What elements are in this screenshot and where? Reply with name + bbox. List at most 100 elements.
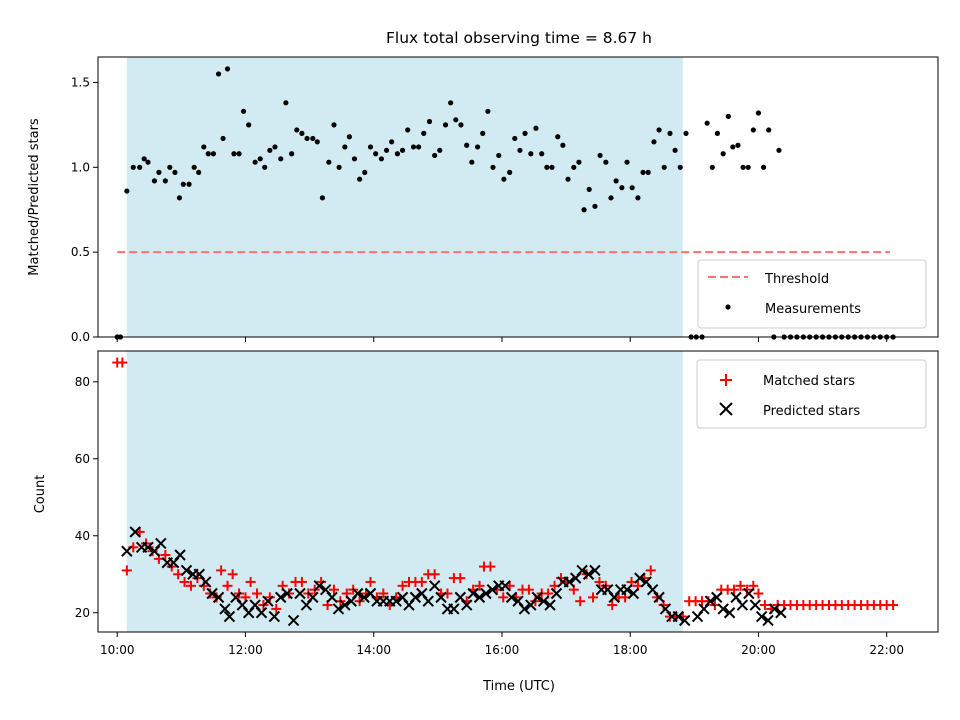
predicted-star-point xyxy=(200,576,212,588)
bottom-y-axis-label: Count xyxy=(33,475,48,514)
measurement-point xyxy=(709,164,715,170)
matched-star-point xyxy=(485,561,496,572)
predicted-star-point xyxy=(653,591,665,604)
measurement-point xyxy=(331,122,337,128)
predicted-star-point xyxy=(473,591,486,604)
matched-star-point xyxy=(328,584,339,595)
measurement-point xyxy=(656,127,662,133)
predicted-star-point xyxy=(711,591,723,604)
matched-star-point xyxy=(753,588,764,599)
matched-star-point xyxy=(185,580,196,591)
matched-star-point xyxy=(271,603,282,614)
threshold-legend-label: Threshold xyxy=(764,272,829,287)
measurement-point xyxy=(156,169,162,175)
measurement-point xyxy=(167,164,173,170)
measurement-point xyxy=(231,151,237,157)
predicted-star-point xyxy=(223,610,236,623)
measurement-point xyxy=(496,152,502,159)
predicted-star-point xyxy=(351,587,364,600)
predicted-star-point xyxy=(723,607,736,619)
predicted-star-point xyxy=(339,599,351,611)
measurement-point xyxy=(683,130,689,136)
matched-star-point xyxy=(735,580,746,591)
predicted-star-point xyxy=(307,591,319,604)
measurement-point xyxy=(485,108,491,114)
measurement-point xyxy=(565,176,571,182)
predicted-star-point xyxy=(448,603,460,615)
predicted-star-point xyxy=(499,580,511,592)
measurement-point xyxy=(399,147,406,153)
bottom-y-tick-label: 20 xyxy=(75,606,90,620)
matched-star-point xyxy=(222,580,233,591)
measurement-point xyxy=(426,118,433,125)
matched-star-point xyxy=(296,576,307,587)
measurement-point xyxy=(458,122,464,128)
measurement-point xyxy=(667,130,673,136)
predicted-star-point xyxy=(755,610,768,623)
top-legend: Threshold Measurements xyxy=(697,259,927,329)
measurement-point xyxy=(351,156,358,162)
predicted-star-point xyxy=(174,549,186,561)
matched-star-point xyxy=(759,600,770,611)
measurement-point xyxy=(378,156,385,162)
measurement-point xyxy=(421,130,427,136)
predicted-star-point xyxy=(275,591,287,604)
measurement-point xyxy=(501,176,507,182)
predicted-star-point xyxy=(563,576,576,588)
measurement-point xyxy=(326,159,332,165)
predicted-star-point xyxy=(332,603,345,615)
measurement-point xyxy=(560,142,566,148)
top-shaded-region xyxy=(126,57,683,337)
measurement-point xyxy=(720,151,726,157)
measurement-point xyxy=(294,127,300,133)
measurement-point xyxy=(672,147,678,153)
predicted-star-point xyxy=(390,595,402,607)
measurement-point xyxy=(289,151,295,157)
top-legend-box xyxy=(697,259,927,329)
matched-star-point xyxy=(523,584,534,595)
top-y-axis: 0.0 0.5 1.0 1.5 xyxy=(71,75,98,344)
matched-star-point xyxy=(117,357,128,368)
measurement-point xyxy=(760,164,767,170)
measurement-point xyxy=(608,195,614,201)
measurement-point xyxy=(272,144,278,150)
predicted-star-point xyxy=(219,603,231,615)
measurement-point xyxy=(252,159,258,165)
top-y-tick-label: 0.0 xyxy=(71,330,90,344)
measurement-point xyxy=(528,151,534,157)
top-panel: 0.0 0.5 1.0 1.5 Matched/Predicted stars Thr… xyxy=(27,56,939,344)
measurement-point xyxy=(464,142,470,148)
predicted-star-point xyxy=(155,537,167,550)
predicted-legend-label: Predicted stars xyxy=(763,404,860,419)
bottom-y-tick-label: 80 xyxy=(75,375,90,389)
measurement-point xyxy=(240,108,247,114)
measurement-point xyxy=(539,151,545,157)
measurement-point xyxy=(201,144,207,150)
measurement-point xyxy=(310,135,316,142)
predicted-star-point xyxy=(582,568,595,580)
measurement-point xyxy=(267,147,273,153)
predicted-star-point xyxy=(268,610,281,623)
matched-legend-swatch xyxy=(720,374,732,386)
measurement-point xyxy=(533,125,539,131)
top-y-axis-label: Matched/Predicted stars xyxy=(27,118,42,276)
measurement-point xyxy=(581,207,587,213)
x-axis-label: Time (UTC) xyxy=(482,679,555,694)
measurement-point xyxy=(283,100,289,106)
measurement-point xyxy=(544,164,550,170)
predicted-star-point xyxy=(486,583,499,596)
predicted-star-point xyxy=(589,564,601,577)
matched-star-point xyxy=(645,565,656,576)
measurement-point xyxy=(257,156,263,162)
bottom-x-tick-label: 22:00 xyxy=(869,643,904,657)
matched-star-point xyxy=(429,569,440,580)
measurement-point xyxy=(180,181,186,187)
measurement-point xyxy=(635,195,641,201)
bottom-y-axis: 20 40 60 80 xyxy=(75,375,98,620)
measurement-point xyxy=(346,134,352,140)
matched-star-point xyxy=(216,565,227,576)
matched-star-point xyxy=(416,576,427,587)
predicted-star-point xyxy=(717,603,729,615)
matched-star-point xyxy=(245,576,256,587)
